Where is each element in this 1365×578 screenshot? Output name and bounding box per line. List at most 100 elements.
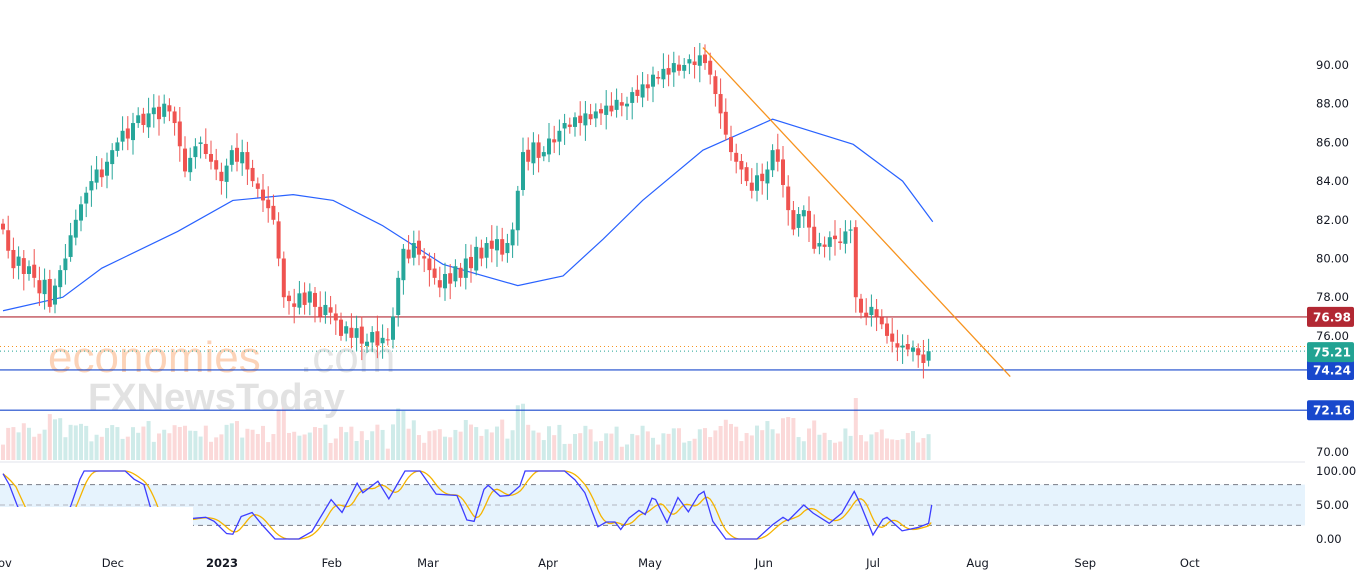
volume-bars: [1, 398, 931, 460]
time-axis-label: Aug: [966, 556, 988, 570]
candle-body: [146, 113, 151, 128]
candle: [921, 339, 926, 379]
candle: [614, 88, 619, 118]
volume-bar: [198, 436, 203, 460]
candle-body: [885, 323, 889, 336]
candle-body: [833, 235, 837, 240]
candle-body: [349, 327, 354, 338]
volume-bar: [599, 441, 603, 460]
candle-body: [47, 279, 52, 307]
candle: [53, 278, 57, 314]
candle-body: [32, 264, 37, 278]
candle: [209, 140, 213, 170]
candle-body: [744, 167, 749, 182]
candle-body: [6, 230, 11, 251]
candle: [833, 220, 837, 256]
volume-bar: [614, 426, 619, 460]
candle-body: [245, 152, 250, 170]
candle-body: [333, 313, 338, 321]
volume-bar: [235, 421, 239, 460]
volume-bar: [27, 427, 31, 460]
volume-bar: [734, 426, 739, 460]
volume-bar: [926, 434, 931, 460]
volume-bar: [583, 425, 588, 460]
volume-bar: [6, 427, 11, 460]
candle-body: [895, 343, 900, 348]
volume-bar: [531, 430, 536, 460]
candle-body: [682, 65, 687, 71]
volume-bar: [172, 425, 177, 460]
candle-body: [573, 117, 577, 127]
candle-body: [219, 171, 224, 182]
candle-body: [489, 240, 494, 249]
volume-bar: [703, 428, 707, 460]
candle-body: [567, 124, 572, 127]
candle-body: [188, 157, 193, 173]
volume-bar: [281, 405, 286, 460]
candle-body: [869, 306, 874, 316]
candle: [21, 250, 26, 291]
level-tag: [1307, 306, 1354, 327]
volume-bar: [723, 419, 728, 460]
volume-bar: [682, 442, 687, 460]
candle: [406, 235, 411, 264]
candle: [250, 159, 255, 187]
candle-body: [588, 114, 593, 120]
candle-body: [276, 221, 281, 259]
candle: [380, 324, 385, 359]
volume-bar: [411, 420, 416, 460]
candle: [552, 125, 557, 154]
volume-bar: [921, 438, 926, 460]
candle: [744, 162, 749, 186]
volume-bar: [817, 434, 822, 460]
candle: [427, 252, 432, 287]
candle: [791, 200, 796, 236]
level-tag: [1307, 400, 1354, 421]
candle-body: [484, 243, 489, 258]
candle-body: [271, 205, 276, 220]
candle: [869, 294, 874, 327]
volume-bar: [578, 433, 583, 460]
candle: [770, 144, 775, 178]
candle: [879, 309, 884, 330]
candle-body: [531, 142, 536, 164]
volume-bar: [749, 435, 754, 460]
volume-bar: [874, 432, 879, 460]
candle-body: [63, 258, 68, 271]
candle-body: [167, 105, 172, 112]
time-axis[interactable]: ov Dec 2023 Feb Mar Apr May Jun Jul Aug Sep Oct: [0, 556, 1200, 570]
candle-body: [281, 258, 286, 298]
candle: [276, 212, 281, 267]
volume-bar: [505, 438, 510, 460]
candle: [541, 146, 546, 162]
candle: [302, 282, 307, 315]
volume-bar: [895, 440, 900, 460]
volume-bar: [770, 429, 775, 460]
price-tick-label: 90.00: [1316, 58, 1349, 72]
candle: [453, 259, 458, 288]
candle: [94, 156, 99, 190]
candle-body: [307, 291, 312, 303]
candle-body: [396, 277, 401, 316]
time-axis-label: Oct: [1180, 556, 1200, 570]
candle: [630, 87, 635, 120]
candle-body: [718, 94, 723, 114]
price-tick-label: 86.00: [1316, 135, 1349, 149]
candle: [609, 92, 614, 117]
volume-bar: [495, 426, 499, 460]
candle: [505, 233, 510, 263]
trendline[interactable]: [702, 47, 1011, 377]
volume-bar: [339, 426, 343, 460]
candle-body: [697, 55, 702, 66]
candle: [151, 94, 156, 128]
candle-body: [661, 68, 666, 80]
price-axis[interactable]: 90.00 88.00 86.00 84.00 82.00 80.00 78.00 76.00…: [1316, 58, 1349, 459]
volume-bar: [807, 428, 811, 460]
candle-body: [625, 103, 629, 107]
moving-average-line: [2, 118, 934, 312]
stochastic-axis[interactable]: 100.00 50.00 0.00: [1316, 464, 1356, 546]
volume-bar: [458, 431, 463, 460]
volume-bar: [219, 434, 224, 460]
volume-bar: [801, 441, 806, 460]
